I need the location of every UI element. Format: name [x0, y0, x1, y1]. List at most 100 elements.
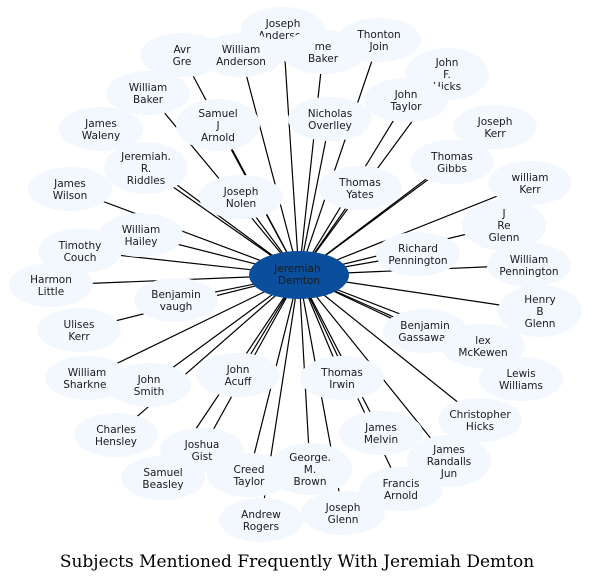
node-label-line: Samuel: [143, 467, 182, 479]
node-j-re-glenn[interactable]: J Re Glenn: [462, 199, 546, 251]
node-label-line: J: [501, 208, 505, 220]
edge-charles-hensley: [115, 274, 300, 436]
node-william-pennington[interactable]: William Pennington: [487, 243, 571, 287]
node-bubble[interactable]: [59, 107, 143, 151]
node-bubble[interactable]: [488, 161, 572, 205]
node-bubble[interactable]: [28, 167, 112, 211]
node-bubble[interactable]: [196, 353, 280, 397]
node-timothy-couch[interactable]: Timothy Couch: [38, 229, 122, 273]
node-label: William Sharkner: [63, 367, 111, 391]
node-label-line: Glenn: [489, 232, 520, 244]
node-bubble[interactable]: [318, 166, 402, 210]
node-label-line: Charles: [96, 424, 136, 436]
node-bubble[interactable]: [9, 263, 93, 307]
node-label: Francis Arnold: [383, 478, 420, 502]
node-label-line: Sharkner: [63, 379, 111, 391]
node-bubble[interactable]: [106, 71, 190, 115]
node-john-acuff[interactable]: John Acuff: [196, 353, 280, 397]
node-james-waleny[interactable]: James Waleny: [59, 107, 143, 151]
node-bubble[interactable]: [38, 229, 122, 273]
node-bubble[interactable]: [453, 105, 537, 149]
node-bubble[interactable]: [268, 443, 352, 495]
node-william-baker[interactable]: William Baker: [106, 71, 190, 115]
node-thomas-yates[interactable]: Thomas Yates: [318, 166, 402, 210]
node-harmon-little[interactable]: Harmon Little: [9, 263, 93, 307]
node-alex-mckewen[interactable]: lex McKewen: [441, 324, 525, 368]
node-label-line: Glenn: [328, 514, 359, 526]
node-joseph-nolen[interactable]: Joseph Nolen: [199, 175, 283, 219]
node-bubble[interactable]: [438, 398, 522, 442]
node-bubble[interactable]: [376, 232, 460, 276]
node-benjamin-vaugh[interactable]: Benjamin vaugh: [134, 278, 218, 322]
node-bubble[interactable]: [364, 78, 448, 122]
node-label: lex McKewen: [458, 335, 507, 359]
node-thomas-gibbs[interactable]: Thomas Gibbs: [410, 140, 494, 184]
node-joseph-glenn[interactable]: Joseph Glenn: [301, 491, 385, 535]
node-samuel-j-arnold[interactable]: Samuel J Arnold: [176, 99, 260, 151]
node-label: Benjamin vaugh: [151, 289, 200, 313]
node-label-line: Thomas: [320, 367, 363, 379]
node-bubble[interactable]: [462, 199, 546, 251]
node-lewis-williams[interactable]: Lewis Williams: [479, 357, 563, 401]
node-bubble[interactable]: [104, 142, 188, 194]
node-bubble[interactable]: [134, 278, 218, 322]
center-node[interactable]: Jeremiah Demton: [249, 251, 349, 299]
node-joseph-kerr[interactable]: Joseph Kerr: [453, 105, 537, 149]
node-bubble[interactable]: [487, 243, 571, 287]
node-bubble[interactable]: [337, 18, 421, 62]
edge-william-sharkner: [86, 274, 300, 379]
edge-joseph-anderson-top: [282, 28, 300, 276]
node-ulises-kerr[interactable]: Ulises Kerr: [37, 308, 121, 352]
node-label: J Re Glenn: [489, 208, 520, 244]
node-bubble[interactable]: [121, 456, 205, 500]
node-bubble[interactable]: [107, 363, 191, 407]
node-bubble[interactable]: [199, 33, 283, 77]
node-label-line: Pennington: [499, 266, 558, 278]
node-jeremiah-r-riddles[interactable]: Jeremiah. R. Riddles: [104, 142, 188, 194]
node-john-taylor[interactable]: John Taylor: [364, 78, 448, 122]
node-samuel-beasley[interactable]: Samuel Beasley: [121, 456, 205, 500]
node-label-line: Joseph: [265, 18, 301, 30]
node-bubble[interactable]: [479, 357, 563, 401]
node-andrew-rogers[interactable]: Andrew Rogers: [219, 498, 303, 542]
node-bubble[interactable]: [288, 97, 372, 141]
center-ellipse[interactable]: [249, 251, 349, 299]
node-bubble[interactable]: [199, 175, 283, 219]
node-thonton-join[interactable]: Thonton Join: [337, 18, 421, 62]
node-bubble[interactable]: [339, 411, 423, 455]
node-thomas-irwin[interactable]: Thomas Irwin: [300, 356, 384, 400]
node-bubble[interactable]: [441, 324, 525, 368]
node-richard-pennington[interactable]: Richard Pennington: [376, 232, 460, 276]
node-label-line: Riddles: [127, 175, 165, 187]
node-william-kerr[interactable]: william Kerr: [488, 161, 572, 205]
node-nicholas-overlley[interactable]: Nicholas Overlley: [288, 97, 372, 141]
node-charles-hensley[interactable]: Charles Hensley: [74, 413, 158, 457]
node-bubble[interactable]: [498, 285, 582, 337]
node-label-line: Francis: [383, 478, 420, 490]
node-label-line: Joseph: [223, 186, 259, 198]
node-label-line: M.: [304, 464, 316, 476]
node-bubble[interactable]: [219, 498, 303, 542]
node-bubble[interactable]: [301, 491, 385, 535]
node-john-smith[interactable]: John Smith: [107, 363, 191, 407]
node-label-line: Gassaway: [398, 332, 451, 344]
node-bubble[interactable]: [74, 413, 158, 457]
node-avr-gre[interactable]: Avr Gre: [140, 33, 224, 77]
node-james-wilson[interactable]: James Wilson: [28, 167, 112, 211]
node-christopher-hicks[interactable]: Christopher Hicks: [438, 398, 522, 442]
node-bubble[interactable]: [140, 33, 224, 77]
node-william-anderson[interactable]: William Anderson: [199, 33, 283, 77]
node-francis-arnold[interactable]: Francis Arnold: [359, 467, 443, 511]
node-bubble[interactable]: [176, 99, 260, 151]
node-george-m-brown[interactable]: George. M. Brown: [268, 443, 352, 495]
node-bubble[interactable]: [410, 140, 494, 184]
node-bubble[interactable]: [300, 356, 384, 400]
node-henry-b-glenn[interactable]: Henry B Glenn: [498, 285, 582, 337]
node-bubble[interactable]: [37, 308, 121, 352]
node-label-line: Nolen: [226, 198, 256, 210]
node-bubble[interactable]: [359, 467, 443, 511]
node-label-line: Taylor: [390, 101, 423, 113]
node-james-melvin[interactable]: James Melvin: [339, 411, 423, 455]
node-label-line: Arnold: [384, 490, 418, 502]
